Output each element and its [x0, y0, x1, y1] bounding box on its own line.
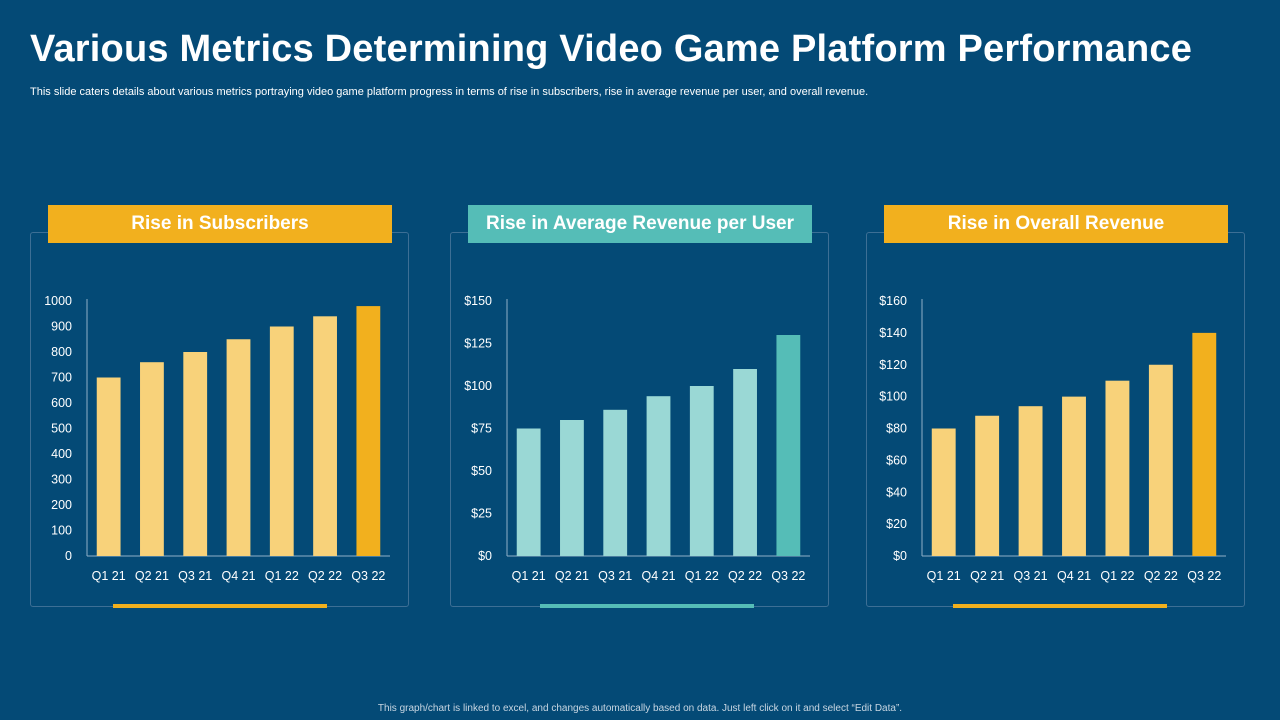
bar-q3-22: [1192, 332, 1217, 556]
y-tick-label: $50: [471, 464, 492, 478]
x-tick-label: Q2 22: [728, 569, 762, 583]
y-tick-label: 800: [51, 345, 72, 359]
bar-q2-21: [140, 362, 164, 556]
revenue-chart-title: Rise in Overall Revenue: [884, 205, 1228, 243]
x-tick-label: Q4 21: [641, 569, 675, 583]
y-tick-label: 400: [51, 447, 72, 461]
x-tick-label: Q3 21: [1014, 569, 1048, 583]
y-tick-label: $150: [464, 294, 492, 308]
y-tick-label: $0: [893, 549, 907, 563]
x-tick-label: Q2 21: [555, 569, 589, 583]
y-tick-label: $100: [879, 390, 907, 404]
bar-q1-22: [1105, 380, 1130, 556]
y-tick-label: $25: [471, 507, 492, 521]
y-tick-label: $60: [886, 453, 907, 467]
footer-note: This graph/chart is linked to excel, and…: [377, 703, 903, 714]
x-tick-label: Q1 22: [265, 569, 299, 583]
arpu-chart: $0 $25 $50 $75 $100 $125 $150 Q1 21 Q2 21 Q3 21 Q4…: [464, 294, 810, 583]
bar-q3-21: [603, 409, 628, 556]
x-tick-label: Q1 21: [927, 569, 961, 583]
y-tick-label: 500: [51, 422, 72, 436]
x-tick-label: Q1 21: [92, 569, 126, 583]
y-tick-label: 100: [51, 524, 72, 538]
page-title: Various Metrics Determining Video Game P…: [30, 28, 1193, 70]
arpu-chart-title: Rise in Average Revenue per User: [468, 205, 812, 243]
x-tick-label: Q1 22: [685, 569, 719, 583]
y-tick-label: 700: [51, 371, 72, 385]
subscribers-chart-title: Rise in Subscribers: [48, 205, 392, 243]
subscribers-underline: [113, 604, 327, 608]
bar-q2-21: [560, 420, 584, 556]
subscribers-chart: 0 100 200 300 400 500 600 700 800 900 1000 Q1 21 Q2 …: [44, 294, 390, 583]
y-tick-label: 1000: [44, 294, 72, 308]
y-tick-label: $0: [478, 549, 492, 563]
arpu-underline: [540, 604, 754, 608]
bar-q1-21: [931, 428, 956, 556]
bar-q2-22: [1148, 364, 1173, 556]
bar-q1-22: [689, 386, 714, 556]
bar-q2-22: [313, 316, 337, 556]
revenue-chart: $0 $20 $40 $60 $80 $100 $120 $140 $160 Q1 21 Q2 21…: [879, 294, 1226, 583]
y-tick-label: $160: [879, 294, 907, 308]
x-tick-label: Q2 21: [135, 569, 169, 583]
y-tick-label: $75: [471, 422, 492, 436]
bar-q1-22: [269, 326, 294, 556]
bar-q1-21: [96, 377, 121, 556]
bar-q2-22: [733, 369, 757, 556]
y-tick-label: 0: [65, 549, 72, 563]
y-tick-label: $40: [886, 485, 907, 499]
y-tick-label: $100: [464, 379, 492, 393]
y-tick-label: $20: [886, 517, 907, 531]
bar-q3-22: [356, 306, 381, 556]
bar-q3-21: [1018, 406, 1043, 556]
x-tick-label: Q3 21: [178, 569, 212, 583]
bar-q2-21: [975, 415, 1000, 556]
bar-q3-21: [183, 352, 208, 556]
bar-q1-21: [516, 428, 541, 556]
y-tick-label: 300: [51, 473, 72, 487]
revenue-underline: [953, 604, 1167, 608]
y-tick-label: 600: [51, 396, 72, 410]
y-tick-label: $125: [464, 337, 492, 351]
x-tick-label: Q3 22: [771, 569, 805, 583]
bar-q4-21: [1062, 396, 1086, 556]
page-subtitle: This slide caters details about various …: [30, 86, 869, 98]
x-tick-label: Q3 22: [351, 569, 385, 583]
x-tick-label: Q4 21: [221, 569, 255, 583]
y-tick-label: $140: [879, 326, 907, 340]
y-tick-label: $120: [879, 358, 907, 372]
x-tick-label: Q2 22: [1144, 569, 1178, 583]
x-tick-label: Q3 22: [1187, 569, 1221, 583]
x-tick-label: Q1 22: [1100, 569, 1134, 583]
y-tick-label: 200: [51, 498, 72, 512]
x-tick-label: Q2 21: [970, 569, 1004, 583]
y-tick-label: $80: [886, 422, 907, 436]
x-tick-label: Q3 21: [598, 569, 632, 583]
x-tick-label: Q1 21: [512, 569, 546, 583]
bar-q4-21: [646, 396, 671, 556]
x-tick-label: Q4 21: [1057, 569, 1091, 583]
y-tick-label: 900: [51, 320, 72, 334]
x-tick-label: Q2 22: [308, 569, 342, 583]
bar-q4-21: [226, 339, 251, 556]
bar-q3-22: [776, 335, 801, 556]
